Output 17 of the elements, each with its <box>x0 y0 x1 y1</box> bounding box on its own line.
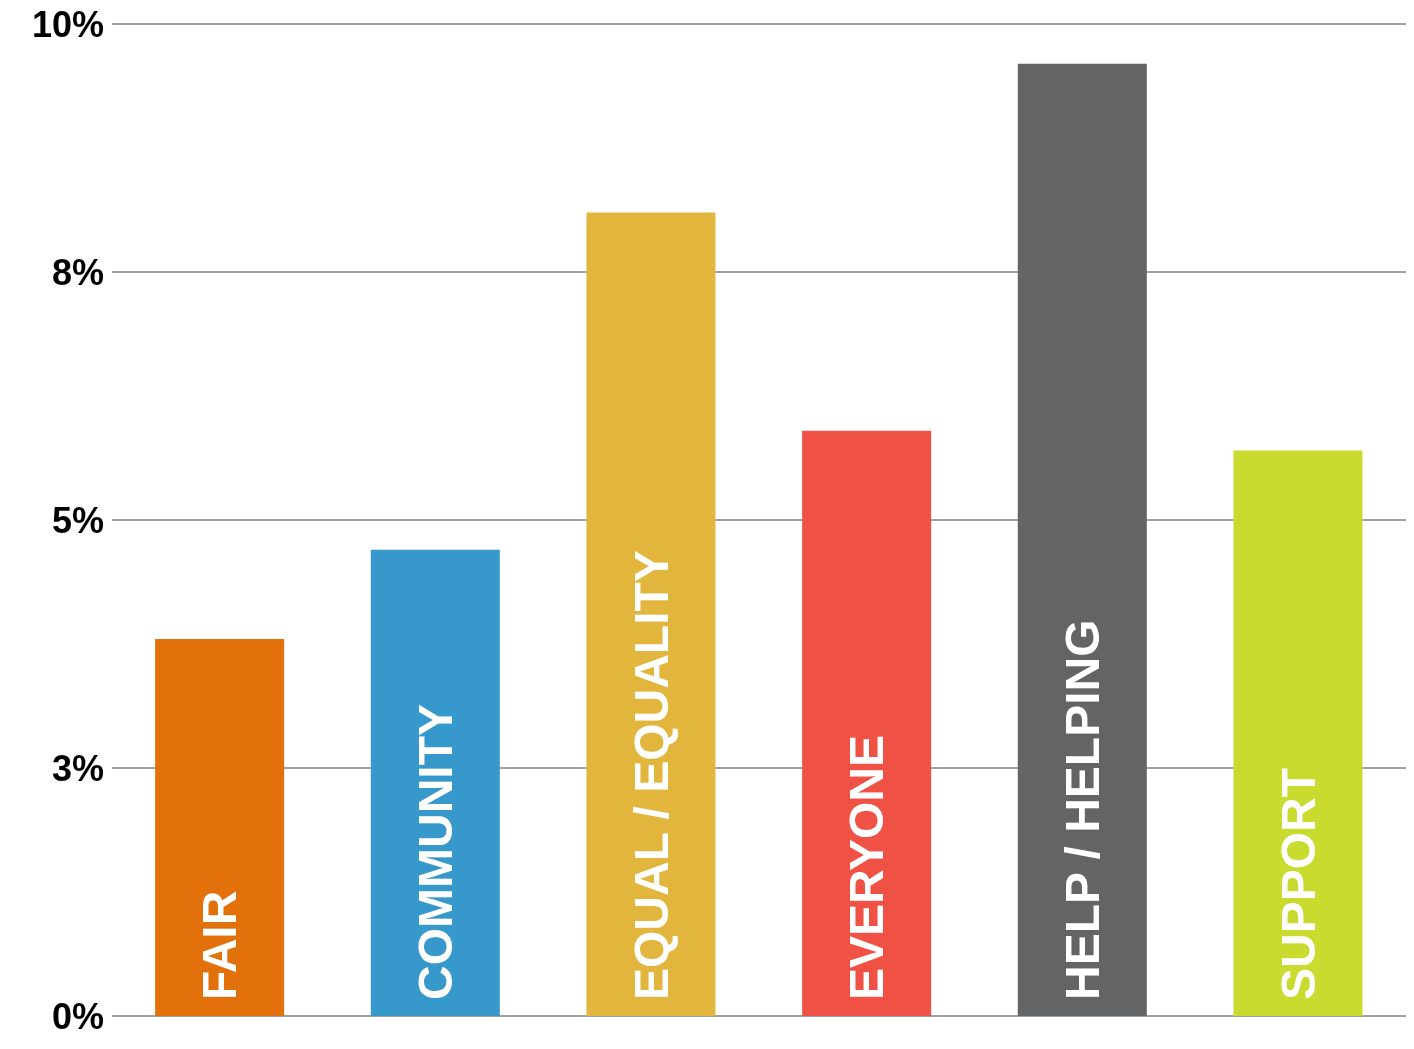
y-tick-label: 8% <box>51 251 104 293</box>
x-tick-label: COMMUNITY <box>409 704 462 1000</box>
x-tick-label: EQUAL / EQUALITY <box>624 550 678 1000</box>
x-tick-label: SUPPORT <box>1271 767 1325 1000</box>
bar <box>370 549 500 1016</box>
y-tick-label: 3% <box>51 747 104 789</box>
bar <box>155 639 285 1016</box>
x-tick-label: HELP / HELPING <box>1056 619 1109 1000</box>
y-tick-label: 5% <box>51 499 104 541</box>
bar <box>1233 450 1363 1016</box>
x-tick-label: FAIR <box>193 890 247 1000</box>
x-tick-label: EVERYONE <box>840 735 894 1000</box>
bar <box>802 430 932 1016</box>
y-tick-label: 0% <box>51 995 104 1037</box>
bar <box>1017 63 1147 1016</box>
bar <box>586 212 716 1016</box>
y-tick-label: 10% <box>31 3 104 45</box>
